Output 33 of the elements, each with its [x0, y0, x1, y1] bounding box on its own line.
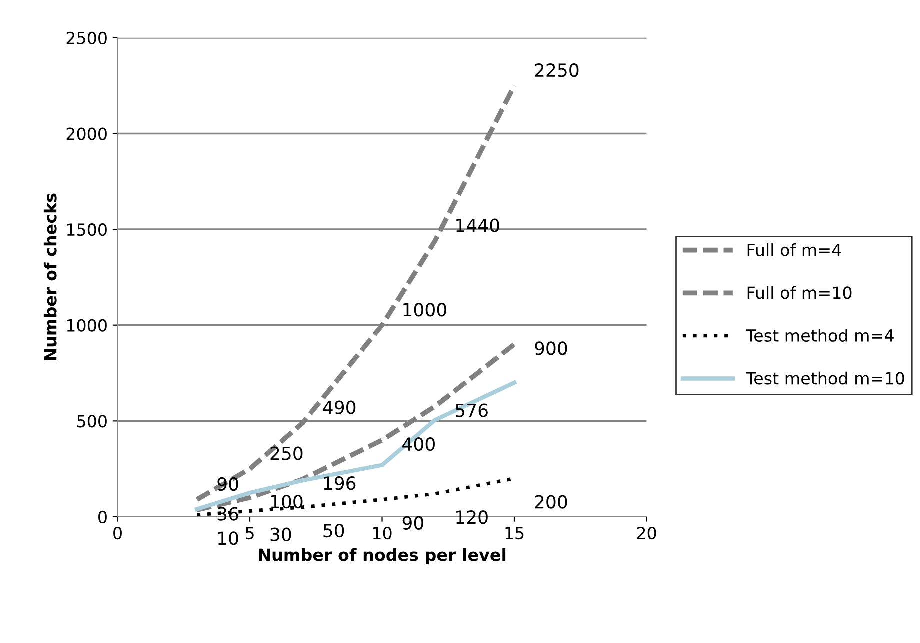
data-label: 90 — [402, 516, 424, 530]
data-label: 30 — [270, 528, 292, 542]
x-tick-label: 15 — [506, 527, 524, 540]
data-label: 400 — [402, 437, 435, 452]
legend-label: Full of m=10 — [748, 286, 852, 300]
x-tick-label: 20 — [637, 526, 656, 540]
data-label: 196 — [324, 476, 356, 490]
data-label: 250 — [270, 446, 303, 460]
data-label: 900 — [535, 342, 568, 356]
data-label: 1440 — [456, 218, 500, 232]
x-tick-label: 0 — [114, 526, 122, 540]
x-axis-title: Number of nodes per level — [259, 548, 506, 565]
x-tick-label: 10 — [373, 526, 392, 540]
legend-label: Test method m=4 — [746, 329, 894, 342]
data-label: 2250 — [535, 64, 579, 78]
data-label: 1000 — [404, 303, 446, 317]
data-label: 90 — [218, 477, 238, 492]
y-tick-label: 500 — [78, 415, 107, 428]
y-tick-label: 0 — [98, 510, 107, 524]
y-axis-title: Number of checks — [44, 194, 57, 360]
y-tick-label: 2500 — [66, 32, 107, 45]
y-tick-label: 1000 — [67, 319, 107, 332]
y-tick-label: 1500 — [67, 224, 107, 236]
legend-label: Test method m=10 — [746, 372, 904, 385]
data-label: 490 — [323, 400, 356, 414]
data-label: 120 — [456, 510, 488, 524]
x-tick-label: 5 — [246, 527, 254, 540]
data-label: 100 — [271, 494, 303, 509]
legend-label: Full of m=4 — [748, 244, 842, 256]
data-label: 200 — [535, 495, 568, 509]
y-tick-label: 2000 — [66, 128, 107, 140]
data-label: 576 — [456, 404, 488, 418]
data-label: 50 — [324, 524, 344, 538]
